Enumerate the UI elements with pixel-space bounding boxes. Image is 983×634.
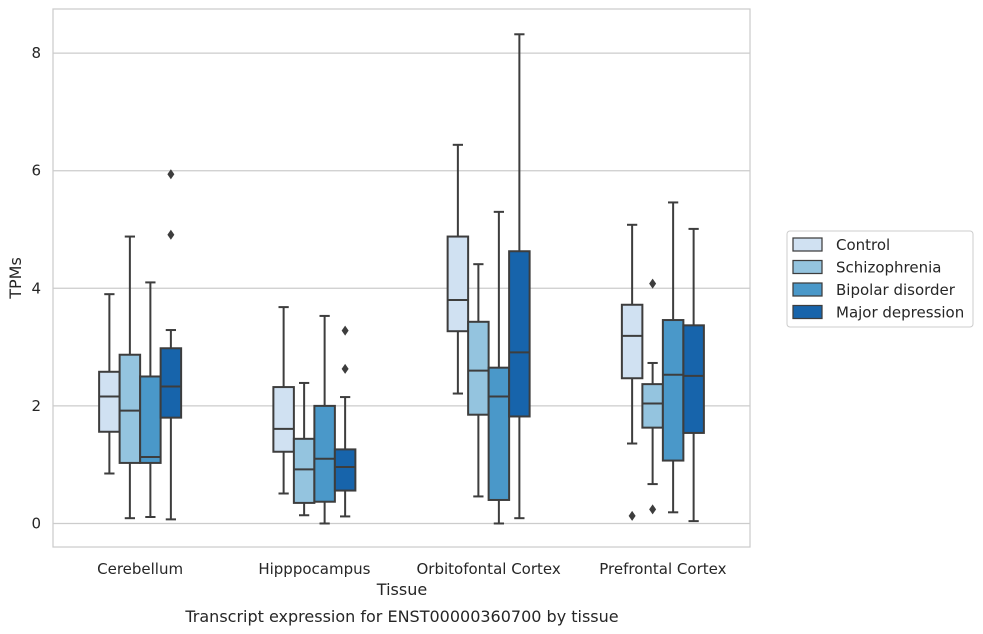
outlier-point xyxy=(649,504,657,515)
x-tick-label: Cerebellum xyxy=(97,560,183,578)
y-tick-label: 0 xyxy=(31,514,41,532)
box-body xyxy=(641,383,664,429)
box-0-3 xyxy=(620,223,644,521)
box-2-3 xyxy=(661,201,685,514)
legend-swatch xyxy=(792,304,823,320)
box-0-2 xyxy=(446,143,470,395)
x-tick-label: Orbitofontal Cortex xyxy=(417,560,561,578)
x-axis-ticks: Cerebellum Hipppocampus Orbitofontal Corte… xyxy=(97,560,726,578)
box-body xyxy=(98,370,121,433)
y-axis-ticks: 0 2 4 6 8 xyxy=(31,44,41,532)
outlier-point xyxy=(167,169,175,180)
box-3-1 xyxy=(333,325,357,518)
legend-entry: Schizophrenia xyxy=(792,259,941,277)
outlier-point xyxy=(341,325,349,336)
box-3-3 xyxy=(682,227,705,523)
chart-caption: Transcript expression for ENST0000036070… xyxy=(184,607,618,626)
box-body xyxy=(446,235,470,333)
legend-entry: Bipolar disorder xyxy=(792,281,956,299)
box-body xyxy=(139,375,162,464)
y-axis-title: TPMs xyxy=(6,257,25,300)
box-1-1 xyxy=(292,381,316,517)
box-body xyxy=(272,386,295,453)
box-3-2 xyxy=(508,33,531,520)
box-0-1 xyxy=(272,306,295,495)
box-1-2 xyxy=(467,263,490,498)
box-body xyxy=(620,303,644,380)
box-body xyxy=(292,437,316,504)
box-body xyxy=(661,319,685,462)
box-groups xyxy=(98,33,705,525)
legend-label: Bipolar disorder xyxy=(836,281,956,299)
legend-label: Major depression xyxy=(836,304,964,322)
legend-label: Schizophrenia xyxy=(836,259,941,277)
y-tick-label: 6 xyxy=(31,162,41,180)
x-axis-title: Tissue xyxy=(376,580,427,599)
outlier-point xyxy=(341,363,349,374)
box-body xyxy=(682,324,705,434)
box-body xyxy=(333,448,357,492)
legend-frame xyxy=(786,230,974,328)
legend-entry: Major depression xyxy=(792,304,964,322)
box-body xyxy=(313,404,336,503)
box-1-0 xyxy=(118,235,142,520)
box-body xyxy=(508,250,531,418)
box-body xyxy=(487,366,511,501)
legend-swatch xyxy=(792,237,823,252)
box-body xyxy=(467,320,490,416)
legend-label: Control xyxy=(836,236,890,254)
box-2-2 xyxy=(487,210,511,525)
outlier-point xyxy=(649,278,657,289)
y-tick-label: 2 xyxy=(31,397,41,415)
box-2-0 xyxy=(139,281,162,519)
y-tick-label: 8 xyxy=(31,44,41,62)
legend-entry: Control xyxy=(792,236,890,254)
legend: Control Schizophrenia Bipolar disorder Majo… xyxy=(786,230,974,328)
box-body xyxy=(159,347,183,419)
x-tick-label: Hipppocampus xyxy=(258,560,370,578)
box-2-1 xyxy=(313,314,336,525)
legend-swatch xyxy=(792,259,823,275)
y-tick-label: 4 xyxy=(31,279,41,297)
outlier-point xyxy=(628,510,636,521)
box-0-0 xyxy=(98,293,121,475)
plot-area-frame xyxy=(52,8,751,548)
box-3-0 xyxy=(159,169,183,521)
box-1-3 xyxy=(641,278,664,515)
outlier-point xyxy=(167,229,175,240)
legend-swatch xyxy=(792,282,823,297)
box-body xyxy=(118,353,142,464)
x-tick-label: Prefrontal Cortex xyxy=(599,560,726,578)
